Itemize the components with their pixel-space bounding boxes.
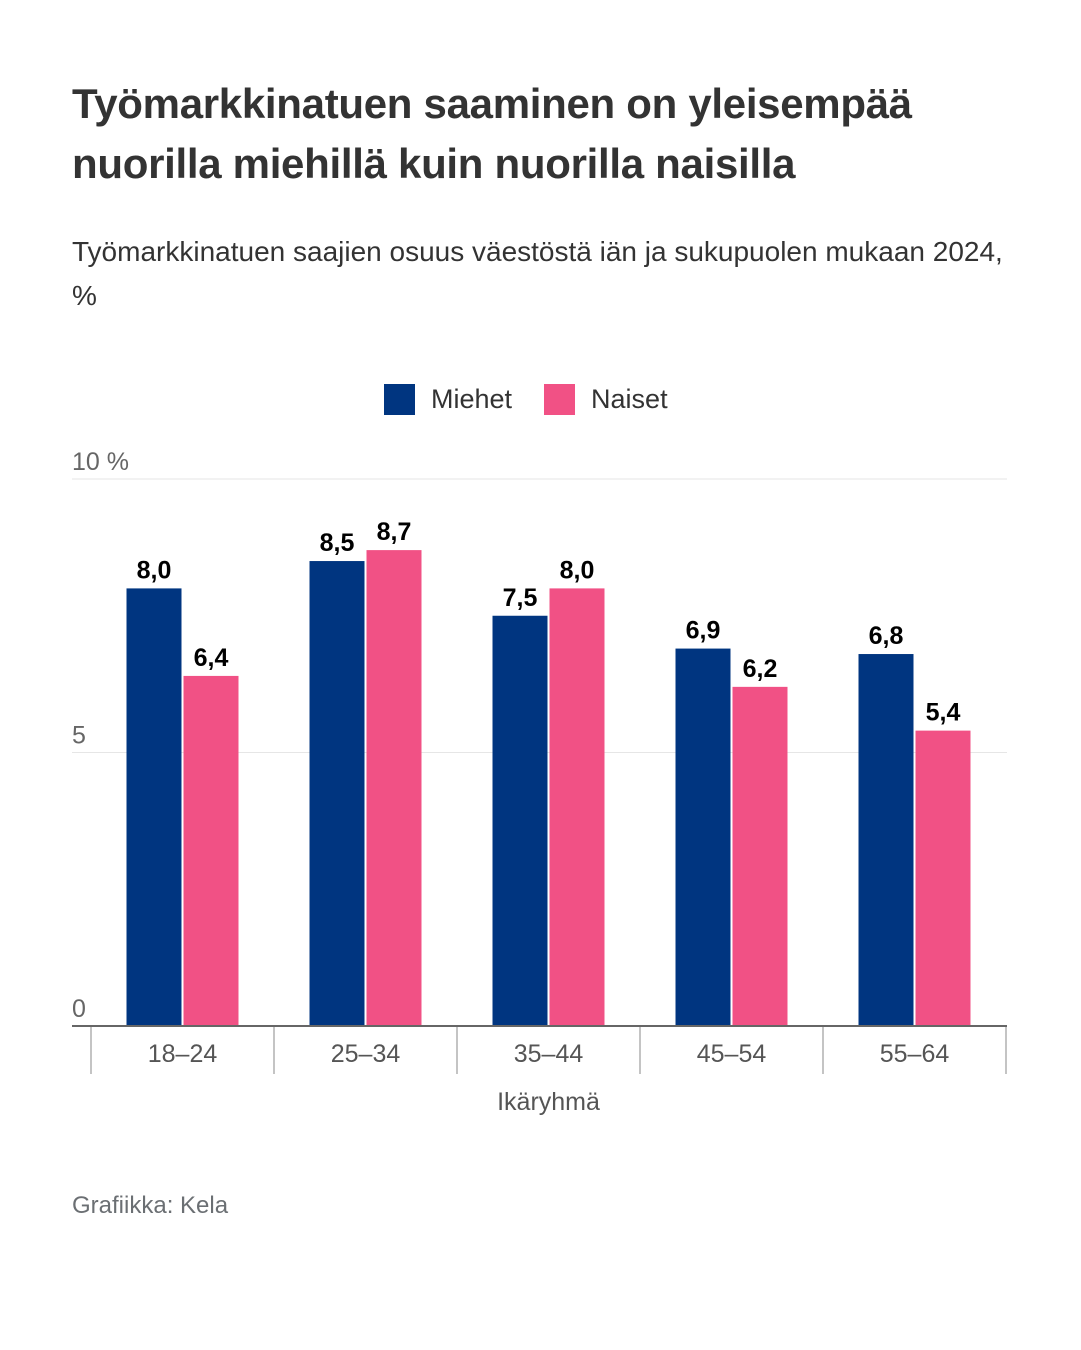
y-tick-label: 0 <box>72 995 86 1023</box>
bar-miehet <box>126 588 182 1026</box>
data-label: 6,8 <box>869 622 904 650</box>
data-label: 6,2 <box>743 655 778 683</box>
source-credit: Grafiikka: Kela <box>72 1192 229 1219</box>
data-label: 8,5 <box>320 529 355 557</box>
bar-naiset <box>183 675 239 1026</box>
x-tick-label: 45–54 <box>697 1040 767 1068</box>
bar-miehet <box>858 654 914 1026</box>
data-label: 6,4 <box>194 644 229 672</box>
legend-swatch-naiset <box>544 384 576 415</box>
x-tick-label: 25–34 <box>331 1040 401 1068</box>
data-label: 5,4 <box>926 699 961 727</box>
bar-naiset <box>549 588 605 1026</box>
x-axis-title: Ikäryhmä <box>497 1088 600 1116</box>
data-label: 7,5 <box>503 584 538 612</box>
bar-miehet <box>309 561 365 1026</box>
chart-subtitle: Työmarkkinatuen saajien osuus väestöstä … <box>72 236 1003 311</box>
bar-naiset <box>732 686 788 1026</box>
data-label: 8,0 <box>137 556 172 584</box>
legend-label-naiset: Naiset <box>591 384 668 414</box>
legend-label-miehet: Miehet <box>431 384 513 414</box>
legend-swatch-miehet <box>384 384 415 415</box>
y-tick-label: 10 % <box>72 448 129 476</box>
x-tick-label: 18–24 <box>148 1040 218 1068</box>
x-tick-label: 55–64 <box>880 1040 950 1068</box>
x-tick-label: 35–44 <box>514 1040 584 1068</box>
bar-miehet <box>492 615 548 1026</box>
bar-naiset <box>915 730 971 1026</box>
legend-item-miehet[interactable]: Miehet <box>384 384 512 415</box>
y-tick-label: 5 <box>72 722 86 750</box>
chart-title: Työmarkkinatuen saaminen on yleisempää n… <box>72 80 912 187</box>
data-label: 6,9 <box>686 617 721 645</box>
bar-naiset <box>366 550 422 1026</box>
data-label: 8,0 <box>560 556 595 584</box>
bar-miehet <box>675 648 731 1026</box>
legend: Miehet Naiset <box>384 384 700 415</box>
data-label: 8,7 <box>377 518 412 546</box>
legend-item-naiset[interactable]: Naiset <box>544 384 668 415</box>
bar-chart: 0 5 10 % 8,0 6,4 18–24 8,5 8,7 25–34 7,5 8,0 35–44 6… <box>72 448 1007 1116</box>
